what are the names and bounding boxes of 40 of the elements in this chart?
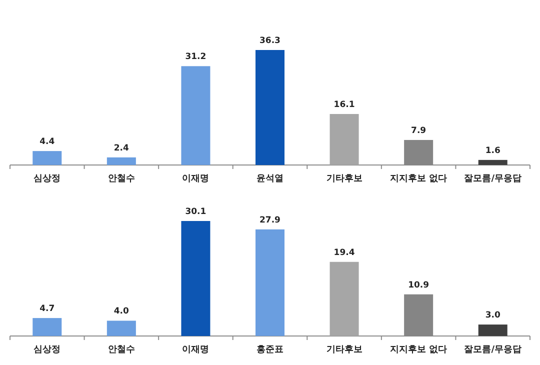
x-tick-label: 이재명 <box>182 345 210 355</box>
x-tick-label: 지지후보 없다 <box>389 174 448 184</box>
x-tick-label: 심상정 <box>34 345 61 355</box>
data-label: 16.1 <box>334 100 355 110</box>
data-label: 3.0 <box>485 310 500 321</box>
bar <box>181 66 210 165</box>
x-tick-label: 홍준표 <box>256 345 284 355</box>
bar <box>256 229 284 336</box>
x-tick-label: 기타후보 <box>326 345 362 355</box>
x-tick-label: 잘모름/무응답 <box>464 345 522 355</box>
data-label: 36.3 <box>260 36 281 46</box>
bar <box>106 320 136 336</box>
data-label: 2.4 <box>114 143 130 154</box>
data-label: 19.4 <box>334 248 355 258</box>
x-tick-label: 안철수 <box>108 345 135 355</box>
data-label: 30.1 <box>185 207 206 217</box>
bar <box>330 262 359 336</box>
data-label: 4.0 <box>114 306 130 317</box>
x-tick-label: 심상정 <box>34 174 61 184</box>
data-label: 4.7 <box>40 304 55 314</box>
x-tick-label: 윤석열 <box>256 174 284 184</box>
bar <box>478 324 508 336</box>
x-tick-label: 안철수 <box>108 174 135 184</box>
bar <box>106 157 136 165</box>
bar <box>478 160 508 165</box>
data-label: 7.9 <box>411 126 426 136</box>
x-tick-label: 이재명 <box>182 174 210 184</box>
bar <box>256 50 284 165</box>
x-tick-label: 기타후보 <box>326 174 362 184</box>
data-label: 31.2 <box>185 52 206 62</box>
data-label: 1.6 <box>485 146 500 156</box>
data-label: 4.4 <box>40 137 55 148</box>
data-label: 27.9 <box>260 215 281 226</box>
bar <box>32 151 62 165</box>
data-label: 10.9 <box>408 280 430 290</box>
bar <box>330 114 359 165</box>
x-tick-label: 지지후보 없다 <box>389 345 448 355</box>
x-tick-label: 잘모름/무응답 <box>464 174 522 184</box>
bar <box>181 221 210 336</box>
bar <box>32 318 62 336</box>
